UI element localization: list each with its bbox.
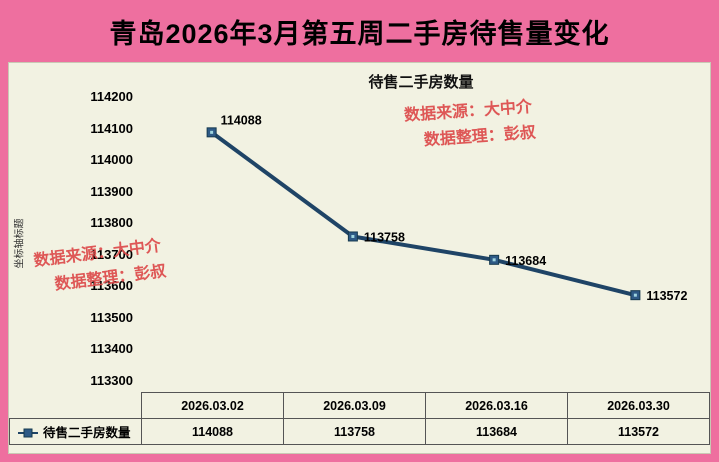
y-tick-label: 113900 (90, 183, 133, 199)
y-tick-label: 113700 (90, 246, 133, 262)
table-date-header: 2026.03.09 (283, 392, 426, 419)
table-date-header: 2026.03.30 (567, 392, 710, 419)
y-tick-label: 113400 (90, 341, 133, 357)
table-value: 113684 (425, 418, 568, 445)
y-tick-label: 114000 (90, 152, 133, 168)
y-tick-label: 113500 (90, 309, 133, 325)
data-point-label: 113758 (364, 230, 405, 244)
watermark-right: 数据来源：大中介 数据整理：彭叔 (403, 95, 537, 156)
y-tick-label: 113300 (90, 373, 133, 388)
page-title: 青岛2026年3月第五周二手房待售量变化 (109, 19, 610, 49)
table-value: 113572 (567, 418, 710, 445)
legend-cell: 待售二手房数量 (9, 418, 142, 445)
chart-title: 待售二手房数量 (368, 74, 474, 91)
y-axis-labels: 114200 114100 114000 113900 113800 113700 1136… (9, 63, 133, 453)
table-value: 114088 (141, 418, 284, 445)
line-series-icon (18, 427, 38, 441)
data-table: 2026.03.02 2026.03.09 2026.03.16 2026.03.30… (9, 392, 710, 445)
chart-panel: 待售二手房数量 坐标轴标题 114200 114100 114000 113900 11… (8, 62, 711, 454)
table-corner (10, 393, 142, 419)
data-point-label: 113572 (646, 289, 687, 303)
y-tick-label: 114200 (90, 89, 133, 104)
line-chart: 114088 113758 113684 113572 (206, 113, 687, 303)
y-tick-label: 113800 (90, 215, 133, 231)
table-value: 113758 (283, 418, 426, 445)
data-point-label: 114088 (221, 113, 262, 127)
y-tick-label: 113600 (90, 278, 133, 294)
data-point-marker-center (492, 258, 496, 262)
y-tick-label: 114100 (90, 120, 133, 136)
table-date-header: 2026.03.02 (141, 392, 284, 419)
data-point-label: 113684 (505, 254, 546, 268)
data-point-marker-center (633, 293, 637, 297)
series-line (209, 130, 638, 298)
data-point-marker-center (351, 234, 355, 238)
table-date-header: 2026.03.16 (425, 392, 568, 419)
legend-label: 待售二手房数量 (43, 426, 131, 440)
data-point-marker-center (210, 130, 214, 134)
